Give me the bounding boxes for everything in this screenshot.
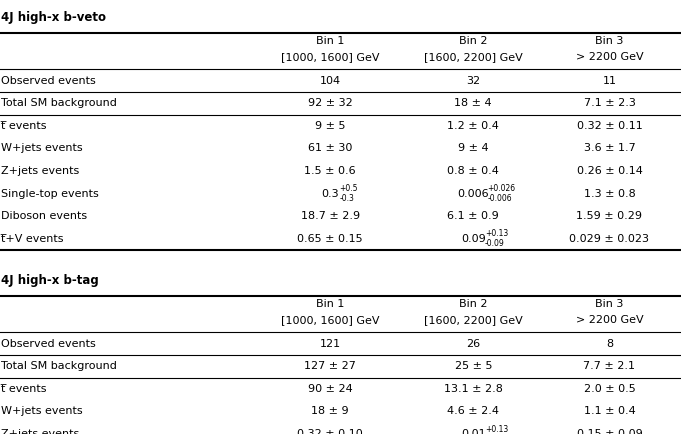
- Text: -0.3: -0.3: [340, 194, 354, 203]
- Text: -0.09: -0.09: [485, 239, 505, 248]
- Text: 9 ± 4: 9 ± 4: [458, 143, 488, 154]
- Text: 4.6 ± 2.4: 4.6 ± 2.4: [447, 406, 499, 417]
- Text: 0.3: 0.3: [321, 188, 339, 199]
- Text: 11: 11: [603, 76, 616, 86]
- Text: 25 ± 5: 25 ± 5: [454, 361, 492, 372]
- Text: +0.13: +0.13: [485, 424, 508, 434]
- Text: Diboson events: Diboson events: [1, 211, 87, 221]
- Text: 7.7 ± 2.1: 7.7 ± 2.1: [584, 361, 635, 372]
- Text: 0.26 ± 0.14: 0.26 ± 0.14: [577, 166, 642, 176]
- Text: Observed events: Observed events: [1, 339, 96, 349]
- Text: 92 ± 32: 92 ± 32: [308, 98, 353, 108]
- Text: 121: 121: [319, 339, 341, 349]
- Text: 0.029 ± 0.023: 0.029 ± 0.023: [569, 233, 650, 244]
- Text: > 2200 GeV: > 2200 GeV: [575, 315, 644, 325]
- Text: [1600, 2200] GeV: [1600, 2200] GeV: [424, 52, 523, 62]
- Text: 4J high-x b-veto: 4J high-x b-veto: [1, 11, 106, 24]
- Text: Bin 3: Bin 3: [595, 36, 624, 46]
- Text: Observed events: Observed events: [1, 76, 96, 86]
- Text: 1.5 ± 0.6: 1.5 ± 0.6: [304, 166, 356, 176]
- Text: [1000, 1600] GeV: [1000, 1600] GeV: [281, 315, 379, 325]
- Text: 0.32 ± 0.10: 0.32 ± 0.10: [298, 429, 363, 434]
- Text: 0.32 ± 0.11: 0.32 ± 0.11: [577, 121, 642, 131]
- Text: +0.13: +0.13: [485, 229, 508, 238]
- Text: 127 ± 27: 127 ± 27: [304, 361, 356, 372]
- Text: Bin 2: Bin 2: [459, 36, 488, 46]
- Text: Bin 1: Bin 1: [316, 299, 345, 309]
- Text: 1.2 ± 0.4: 1.2 ± 0.4: [447, 121, 499, 131]
- Text: 26: 26: [466, 339, 480, 349]
- Text: 1.59 ± 0.29: 1.59 ± 0.29: [577, 211, 642, 221]
- Text: Bin 1: Bin 1: [316, 36, 345, 46]
- Text: 0.01: 0.01: [461, 429, 486, 434]
- Text: 13.1 ± 2.8: 13.1 ± 2.8: [444, 384, 503, 394]
- Text: 32: 32: [466, 76, 480, 86]
- Text: 0.15 ± 0.09: 0.15 ± 0.09: [577, 429, 642, 434]
- Text: t̅+V events: t̅+V events: [1, 233, 64, 244]
- Text: 0.006: 0.006: [458, 188, 489, 199]
- Text: 7.1 ± 2.3: 7.1 ± 2.3: [584, 98, 635, 108]
- Text: 0.65 ± 0.15: 0.65 ± 0.15: [298, 233, 363, 244]
- Text: Z+jets events: Z+jets events: [1, 166, 80, 176]
- Text: W+jets events: W+jets events: [1, 143, 83, 154]
- Text: 18 ± 4: 18 ± 4: [454, 98, 492, 108]
- Text: Bin 3: Bin 3: [595, 299, 624, 309]
- Text: W+jets events: W+jets events: [1, 406, 83, 417]
- Text: +0.5: +0.5: [340, 184, 358, 193]
- Text: 2.0 ± 0.5: 2.0 ± 0.5: [584, 384, 635, 394]
- Text: 8: 8: [606, 339, 613, 349]
- Text: Single-top events: Single-top events: [1, 188, 99, 199]
- Text: Total SM background: Total SM background: [1, 98, 117, 108]
- Text: Total SM background: Total SM background: [1, 361, 117, 372]
- Text: t̅ events: t̅ events: [1, 121, 47, 131]
- Text: > 2200 GeV: > 2200 GeV: [575, 52, 644, 62]
- Text: 0.09: 0.09: [461, 233, 486, 244]
- Text: 18 ± 9: 18 ± 9: [311, 406, 349, 417]
- Text: 6.1 ± 0.9: 6.1 ± 0.9: [447, 211, 499, 221]
- Text: 90 ± 24: 90 ± 24: [308, 384, 353, 394]
- Text: Z+jets events: Z+jets events: [1, 429, 80, 434]
- Text: 3.6 ± 1.7: 3.6 ± 1.7: [584, 143, 635, 154]
- Text: 1.1 ± 0.4: 1.1 ± 0.4: [584, 406, 635, 417]
- Text: 61 ± 30: 61 ± 30: [308, 143, 353, 154]
- Text: +0.026: +0.026: [488, 184, 516, 193]
- Text: 18.7 ± 2.9: 18.7 ± 2.9: [301, 211, 360, 221]
- Text: -0.006: -0.006: [488, 194, 512, 203]
- Text: Bin 2: Bin 2: [459, 299, 488, 309]
- Text: 104: 104: [319, 76, 341, 86]
- Text: 9 ± 5: 9 ± 5: [315, 121, 345, 131]
- Text: t̅ events: t̅ events: [1, 384, 47, 394]
- Text: [1600, 2200] GeV: [1600, 2200] GeV: [424, 315, 523, 325]
- Text: [1000, 1600] GeV: [1000, 1600] GeV: [281, 52, 379, 62]
- Text: 0.8 ± 0.4: 0.8 ± 0.4: [447, 166, 499, 176]
- Text: 4J high-x b-tag: 4J high-x b-tag: [1, 274, 99, 287]
- Text: 1.3 ± 0.8: 1.3 ± 0.8: [584, 188, 635, 199]
